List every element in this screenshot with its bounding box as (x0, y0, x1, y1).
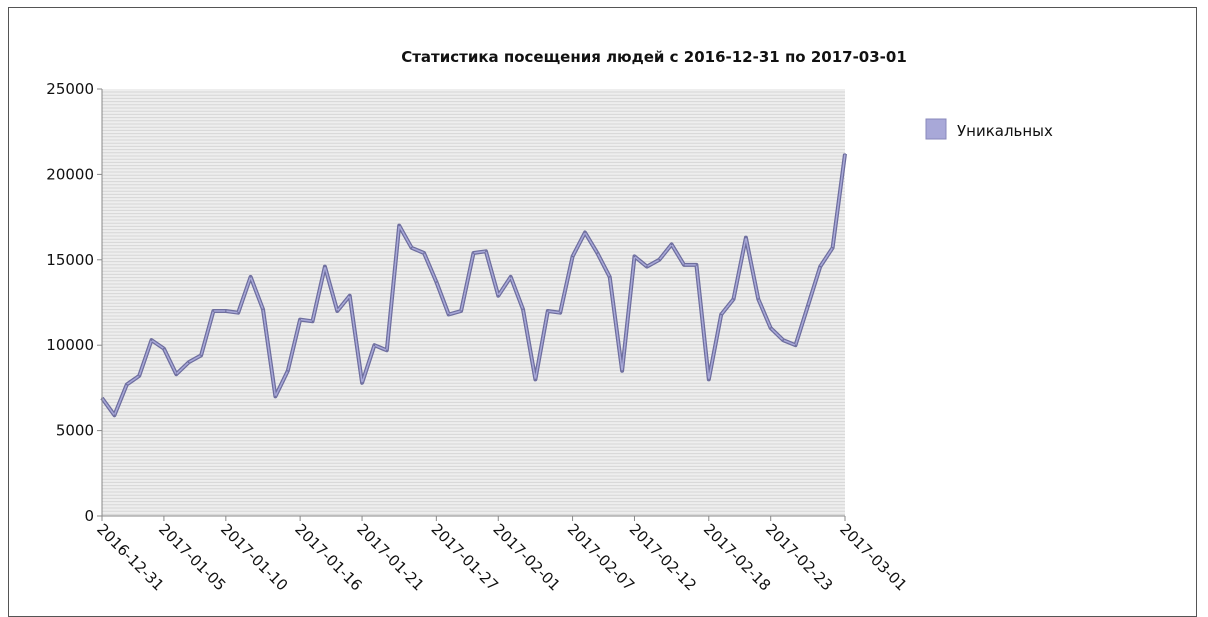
data-point (844, 153, 846, 155)
data-point (311, 320, 314, 323)
data-point (262, 308, 264, 311)
x-tick-label: 2017-01-21 (353, 520, 427, 594)
data-point (126, 383, 128, 386)
data-point (807, 305, 809, 307)
data-point (163, 347, 165, 350)
data-point (522, 308, 524, 311)
data-point (447, 313, 450, 316)
data-point (708, 378, 710, 381)
data-point (831, 247, 834, 249)
data-point (819, 265, 821, 268)
data-point (398, 224, 401, 227)
legend-swatch (925, 118, 947, 140)
data-point (348, 294, 351, 297)
data-point (745, 236, 747, 239)
data-point (683, 264, 685, 266)
data-point (497, 294, 500, 297)
data-point (695, 264, 698, 266)
plot-background (102, 89, 845, 516)
data-point (534, 378, 537, 381)
data-point (769, 327, 772, 329)
data-point (435, 281, 438, 283)
data-point (200, 354, 202, 357)
data-point (460, 310, 462, 312)
data-point (225, 310, 227, 312)
data-point (175, 373, 178, 376)
chart-title: Статистика посещения людей с 2016-12-31 … (401, 48, 907, 66)
y-tick-label: 5000 (56, 422, 94, 440)
data-point (237, 311, 239, 314)
y-tick-label: 0 (84, 507, 94, 525)
x-tick-label: 2017-03-01 (836, 520, 910, 594)
data-point (472, 252, 475, 254)
data-point (410, 247, 413, 249)
data-point (559, 311, 561, 314)
y-tick-label: 20000 (46, 165, 94, 183)
data-point (720, 313, 722, 316)
legend: Уникальных (925, 118, 1053, 140)
data-point (287, 370, 289, 372)
data-point (485, 250, 487, 253)
data-point (782, 339, 784, 341)
data-point (274, 395, 277, 398)
data-point (794, 344, 797, 347)
x-tick-label: 2017-02-01 (489, 520, 563, 594)
data-point (547, 310, 549, 312)
data-point (658, 259, 661, 261)
data-point (249, 276, 252, 278)
data-point (299, 318, 301, 321)
data-point (138, 375, 140, 377)
data-point (633, 255, 636, 258)
data-point (212, 310, 215, 312)
data-point (187, 361, 190, 364)
x-tick-label: 2017-01-10 (217, 520, 291, 594)
data-point (621, 370, 623, 372)
y-tick-label: 10000 (46, 336, 94, 354)
data-point (361, 382, 363, 384)
data-point (113, 414, 116, 417)
data-point (757, 298, 760, 300)
data-point (336, 310, 339, 312)
data-point (732, 298, 735, 300)
x-tick-label: 2017-02-12 (626, 520, 700, 594)
legend-label: Уникальных (957, 122, 1053, 140)
data-point (646, 265, 648, 268)
data-point (584, 231, 586, 234)
plot-area (102, 89, 845, 516)
data-point (596, 252, 599, 254)
y-tick-label: 15000 (46, 251, 94, 269)
data-point (324, 265, 326, 268)
y-tick-label: 25000 (46, 80, 94, 98)
data-point (373, 344, 376, 347)
data-point (509, 276, 512, 278)
x-tick-label: 2017-02-23 (762, 520, 836, 594)
data-point (423, 252, 425, 254)
data-point (150, 339, 153, 341)
data-point (608, 276, 611, 278)
data-point (571, 255, 574, 258)
data-point (670, 243, 673, 246)
data-point (386, 349, 388, 352)
series-area (100, 153, 847, 418)
